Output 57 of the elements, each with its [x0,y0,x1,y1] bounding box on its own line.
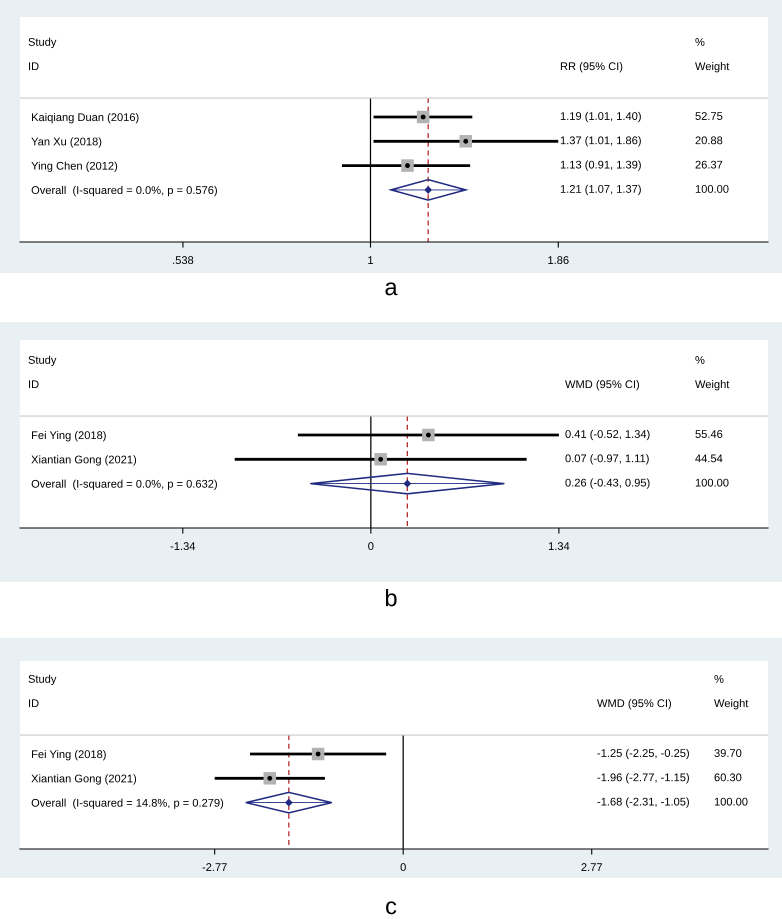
annotation: 20.88 [696,136,722,144]
y-tick-label: Overall (I-squared = 0.0%, p = 0.632) [32,480,217,490]
y-tick-label: Fei Ying (2018) [32,750,106,760]
x-tick-label: 1 [368,256,374,264]
y-tick-label: Kaiqiang Duan (2016) [32,112,139,124]
y-tick-label: Overall (I-squared = 14.8%, p = 0.279) [32,798,224,809]
text: RR (95% CI) [560,62,622,72]
annotation: 100.00 [696,478,729,487]
text: % [695,356,704,364]
y-tick-label: Fei Ying (2018) [32,430,106,442]
text: -1.96 (-2.77, -1.15) [597,773,689,784]
text: 1.21 (1.07, 1.37) [560,184,641,196]
text: c [386,901,396,914]
y-tick-label: Yan Xu (2018) [31,137,102,148]
x-tick-label: 0 [400,863,406,872]
x-tick-label: 1.86 [548,256,569,264]
text: Study [28,38,56,48]
text: a [385,282,398,296]
text: % [695,38,704,46]
text: WMD (95% CI) [597,699,671,710]
text: Study [28,674,56,686]
text: WMD (95% CI) [565,380,639,390]
text: 0.41 (-0.52, 1.34) [565,430,650,440]
annotation: 39.70 [714,749,742,757]
annotation: 60.30 [714,773,742,782]
annotation: 44.54 [695,454,722,462]
annotation: 26.37 [696,160,722,169]
text: ID [29,62,39,70]
text: 1.13 (0.91, 1.39) [560,160,641,171]
y-tick-label: Xiantian Gong (2021) [31,774,136,785]
text: Weight [695,380,730,390]
x-tick-label: .538 [173,256,194,264]
x-tick-label: -1.34 [170,542,196,550]
y-tick-label: Overall (I-squared = 0.0%, p = 0.576) [32,186,217,196]
text: 1.37 (1.01, 1.86) [560,136,641,146]
text: -1.68 (-2.31, -1.05) [597,797,689,808]
text: b [386,588,397,606]
text: Study [28,356,56,366]
x-tick-label: 2.77 [581,863,602,871]
annotation: 100.00 [696,185,729,193]
text: 0.26 (-0.43, 0.95) [565,478,650,489]
text: ID [29,699,39,708]
text: % [714,675,724,683]
text: -1.25 (-2.25, -0.25) [597,748,689,760]
text: Weight [714,699,748,710]
annotation: 100.00 [714,798,748,806]
y-tick-label: Xiantian Gong (2021) [31,455,136,466]
x-tick-label: -2.77 [202,863,227,871]
text: Weight [695,62,730,72]
text: 0.07 (-0.97, 1.11) [565,454,649,464]
y-tick-label: Ying Chen (2012) [31,162,118,172]
text: ID [29,380,39,388]
text: 1.19 (1.01, 1.40) [560,112,641,122]
annotation: 52.75 [695,112,722,120]
x-tick-label: 1.34 [548,542,570,550]
annotation: 55.46 [695,430,722,438]
x-tick-label: 0 [368,542,374,550]
